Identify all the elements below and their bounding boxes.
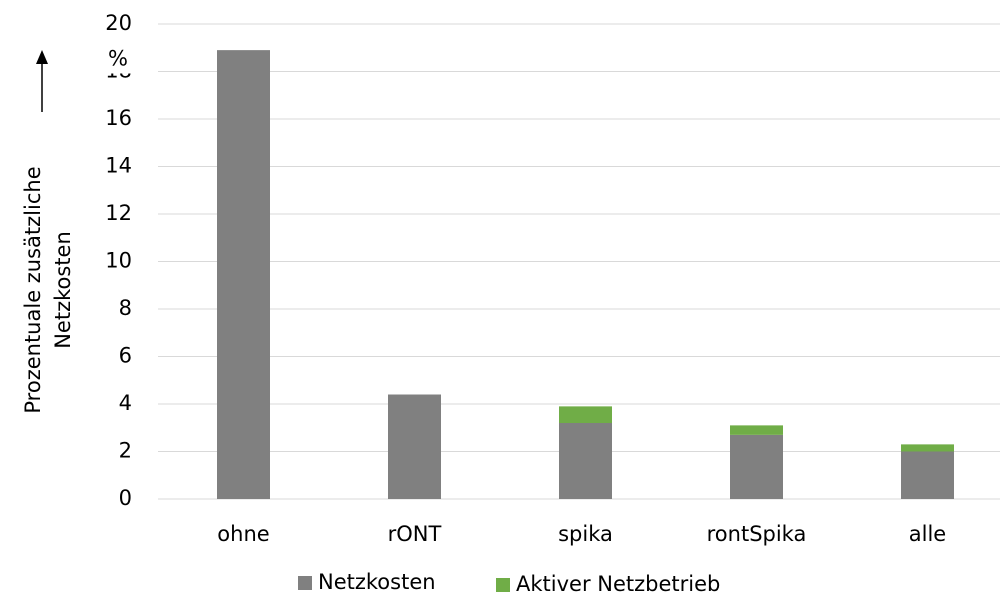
y-tick-label: 6 (119, 344, 132, 368)
y-tick-label: 2 (119, 439, 132, 463)
y-tick-label: 4 (119, 391, 132, 415)
y-tick-label: 14 (105, 154, 132, 178)
y-tick-label: 0 (119, 486, 132, 510)
x-tick-label: alle (909, 522, 946, 546)
x-tick-label: spika (558, 522, 613, 546)
bar-segment (388, 394, 441, 499)
x-tick-label: ohne (217, 522, 269, 546)
bar-segment (559, 406, 612, 423)
y-axis-label: Prozentuale zusätzliche (21, 166, 45, 413)
unit-backdrop (98, 45, 138, 74)
legend-swatch (298, 576, 312, 590)
bar-segment (730, 434, 783, 499)
y-tick-label: 12 (105, 201, 132, 225)
y-tick-label: 20 (105, 11, 132, 35)
bar-segment (901, 451, 954, 499)
legend-swatch (496, 578, 510, 592)
legend-label: Aktiver Netzbetrieb (516, 572, 720, 596)
x-tick-label: rontSpika (707, 522, 807, 546)
bar-segment (901, 444, 954, 452)
y-tick-label: 8 (119, 296, 132, 320)
bar-segment (730, 425, 783, 435)
arrow-head (36, 50, 48, 64)
legend-label: Netzkosten (318, 570, 436, 594)
unit-label: % (108, 47, 128, 71)
bar-segment (217, 50, 270, 499)
bar-segment (559, 423, 612, 499)
y-axis-arrow (36, 50, 48, 112)
y-tick-label: 10 (105, 249, 132, 273)
y-tick-label: 16 (105, 106, 132, 130)
y-axis-label: Netzkosten (51, 231, 75, 349)
x-tick-label: rONT (388, 522, 442, 546)
